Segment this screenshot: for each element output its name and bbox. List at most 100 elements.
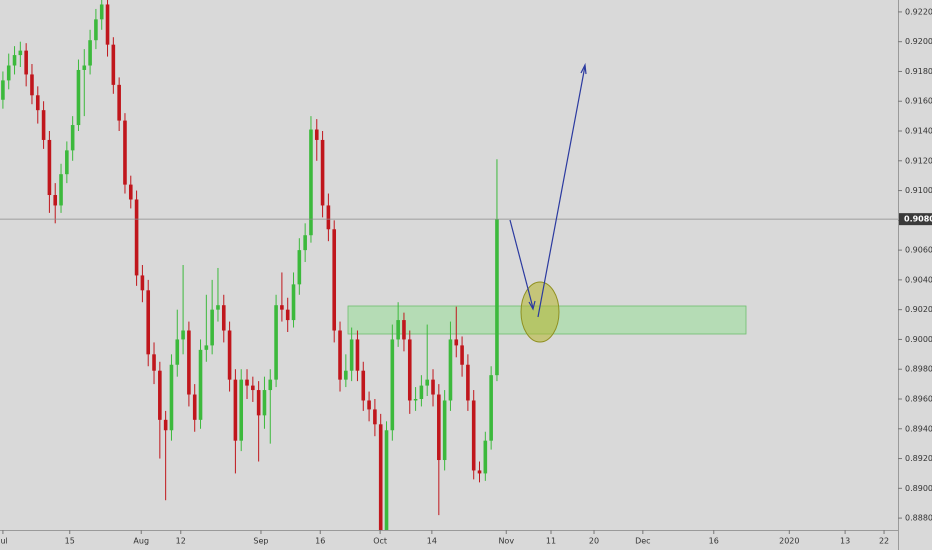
candle-body xyxy=(117,84,121,121)
candle-body xyxy=(262,390,267,416)
candle-body xyxy=(6,65,11,81)
candle-body xyxy=(198,349,203,420)
candle-body xyxy=(82,65,87,70)
candle-body xyxy=(35,95,40,111)
candle-body xyxy=(59,174,63,206)
candle-body xyxy=(140,275,145,291)
candle-body xyxy=(53,195,58,206)
y-tick-label: 0.92200 xyxy=(905,7,932,16)
x-tick-label: 20 xyxy=(589,537,599,546)
candle-body xyxy=(309,129,313,236)
candle-body xyxy=(88,40,92,66)
x-tick-label: 22 xyxy=(879,537,889,546)
candle-body xyxy=(344,370,348,380)
candle-body xyxy=(105,4,110,45)
candle-body xyxy=(65,150,69,175)
x-tick-label: Dec xyxy=(635,537,650,546)
candle-body xyxy=(332,229,337,331)
candle-body xyxy=(425,379,430,386)
arrowhead xyxy=(580,62,587,75)
candle-body xyxy=(227,330,232,380)
candle-body xyxy=(361,370,366,401)
x-tick-label: Aug xyxy=(133,537,149,546)
candle-body xyxy=(41,110,46,140)
candle-body xyxy=(431,379,435,395)
candle-body xyxy=(169,364,174,431)
candle-body xyxy=(70,125,75,151)
last-price-label: 0.90808 xyxy=(904,215,932,224)
candle-body xyxy=(477,470,482,474)
candle-body xyxy=(280,305,284,310)
candle-body xyxy=(94,19,98,41)
candle-body xyxy=(396,320,400,340)
candle-body xyxy=(367,400,371,410)
x-tick-label: 13 xyxy=(840,537,850,546)
candle-body xyxy=(466,364,470,401)
candle-body xyxy=(326,205,331,230)
candle-body xyxy=(134,199,139,276)
candle-body xyxy=(355,339,360,371)
last-price-box xyxy=(899,213,932,226)
candle-body xyxy=(291,284,296,321)
candle-body xyxy=(216,305,220,310)
candle-body xyxy=(402,320,406,340)
candle-body xyxy=(460,345,464,365)
candle-body xyxy=(454,339,459,346)
candle-body xyxy=(128,184,133,200)
candle-body xyxy=(18,50,23,56)
candle-body xyxy=(320,139,325,206)
candle-body xyxy=(163,419,168,431)
candle-body xyxy=(349,339,354,371)
candle-body xyxy=(413,398,418,401)
candle-body xyxy=(489,375,493,441)
candle-body xyxy=(338,330,342,380)
candle-body xyxy=(221,305,226,331)
x-tick-label: 15 xyxy=(65,537,75,546)
arrow-down xyxy=(509,219,534,309)
candle-body xyxy=(437,394,441,461)
candle-body xyxy=(390,339,395,431)
x-tick-label: 11 xyxy=(546,537,556,546)
candle-body xyxy=(495,219,499,376)
candle-body xyxy=(204,345,209,350)
candle-body xyxy=(251,385,255,391)
candle-body xyxy=(285,309,290,321)
candle-body xyxy=(1,80,5,100)
candle-body xyxy=(76,69,81,126)
annotations xyxy=(509,62,587,343)
candle-body xyxy=(407,339,412,401)
candle-body xyxy=(448,339,453,401)
candle-body xyxy=(471,400,476,471)
x-tick-label: Oct xyxy=(373,537,387,546)
target-ellipse xyxy=(520,281,560,343)
x-tick-label: Sep xyxy=(253,537,268,546)
candle-body xyxy=(442,400,447,461)
candle-body xyxy=(483,440,488,474)
candle-body xyxy=(187,330,191,395)
candle-body xyxy=(378,424,383,530)
x-tick-label: 16 xyxy=(315,537,325,546)
candle-body xyxy=(99,4,104,20)
candle-body xyxy=(12,55,17,66)
candle-body xyxy=(373,409,377,425)
x-tick-label: 2020 xyxy=(779,537,799,546)
candle-body xyxy=(239,379,244,441)
candle-body xyxy=(192,394,197,420)
candle-body xyxy=(314,129,319,140)
candle-body xyxy=(146,290,151,355)
candle-body xyxy=(123,120,127,185)
x-tick-label: Nov xyxy=(498,537,514,546)
